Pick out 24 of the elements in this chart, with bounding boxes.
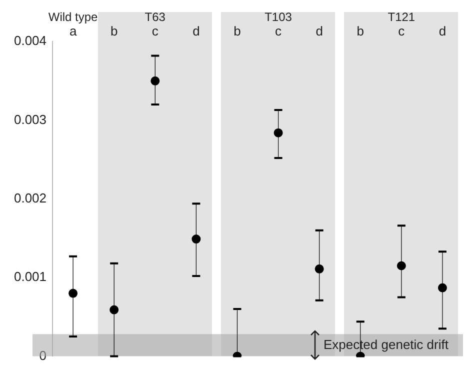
- point: [314, 264, 324, 274]
- x-tick-label: c: [275, 23, 282, 38]
- point: [150, 76, 160, 86]
- x-tick-label: d: [438, 23, 446, 38]
- x-tick-label: a: [69, 23, 78, 38]
- text: T103: [264, 10, 293, 24]
- text: T63: [144, 10, 166, 24]
- point: [110, 305, 119, 314]
- x-tick-label: b: [110, 23, 118, 38]
- point: [192, 234, 201, 244]
- y-tick-label: 0: [39, 348, 47, 363]
- y-tick-label: 0.001: [14, 269, 47, 284]
- y-tick-label: 0.003: [14, 112, 47, 127]
- x-tick-label: c: [398, 23, 406, 38]
- x-tick-label: c: [152, 23, 159, 38]
- x-tick-label: d: [192, 23, 200, 38]
- x-tick-label: b: [234, 23, 241, 38]
- x-tick-label: d: [316, 23, 323, 38]
- x-tick-label: b: [356, 23, 364, 38]
- point: [274, 128, 283, 138]
- text: T121: [386, 10, 416, 24]
- text: Wild type: [47, 10, 99, 24]
- y-tick-label: 0.004: [14, 33, 47, 48]
- y-tick-label: 0.002: [14, 190, 47, 206]
